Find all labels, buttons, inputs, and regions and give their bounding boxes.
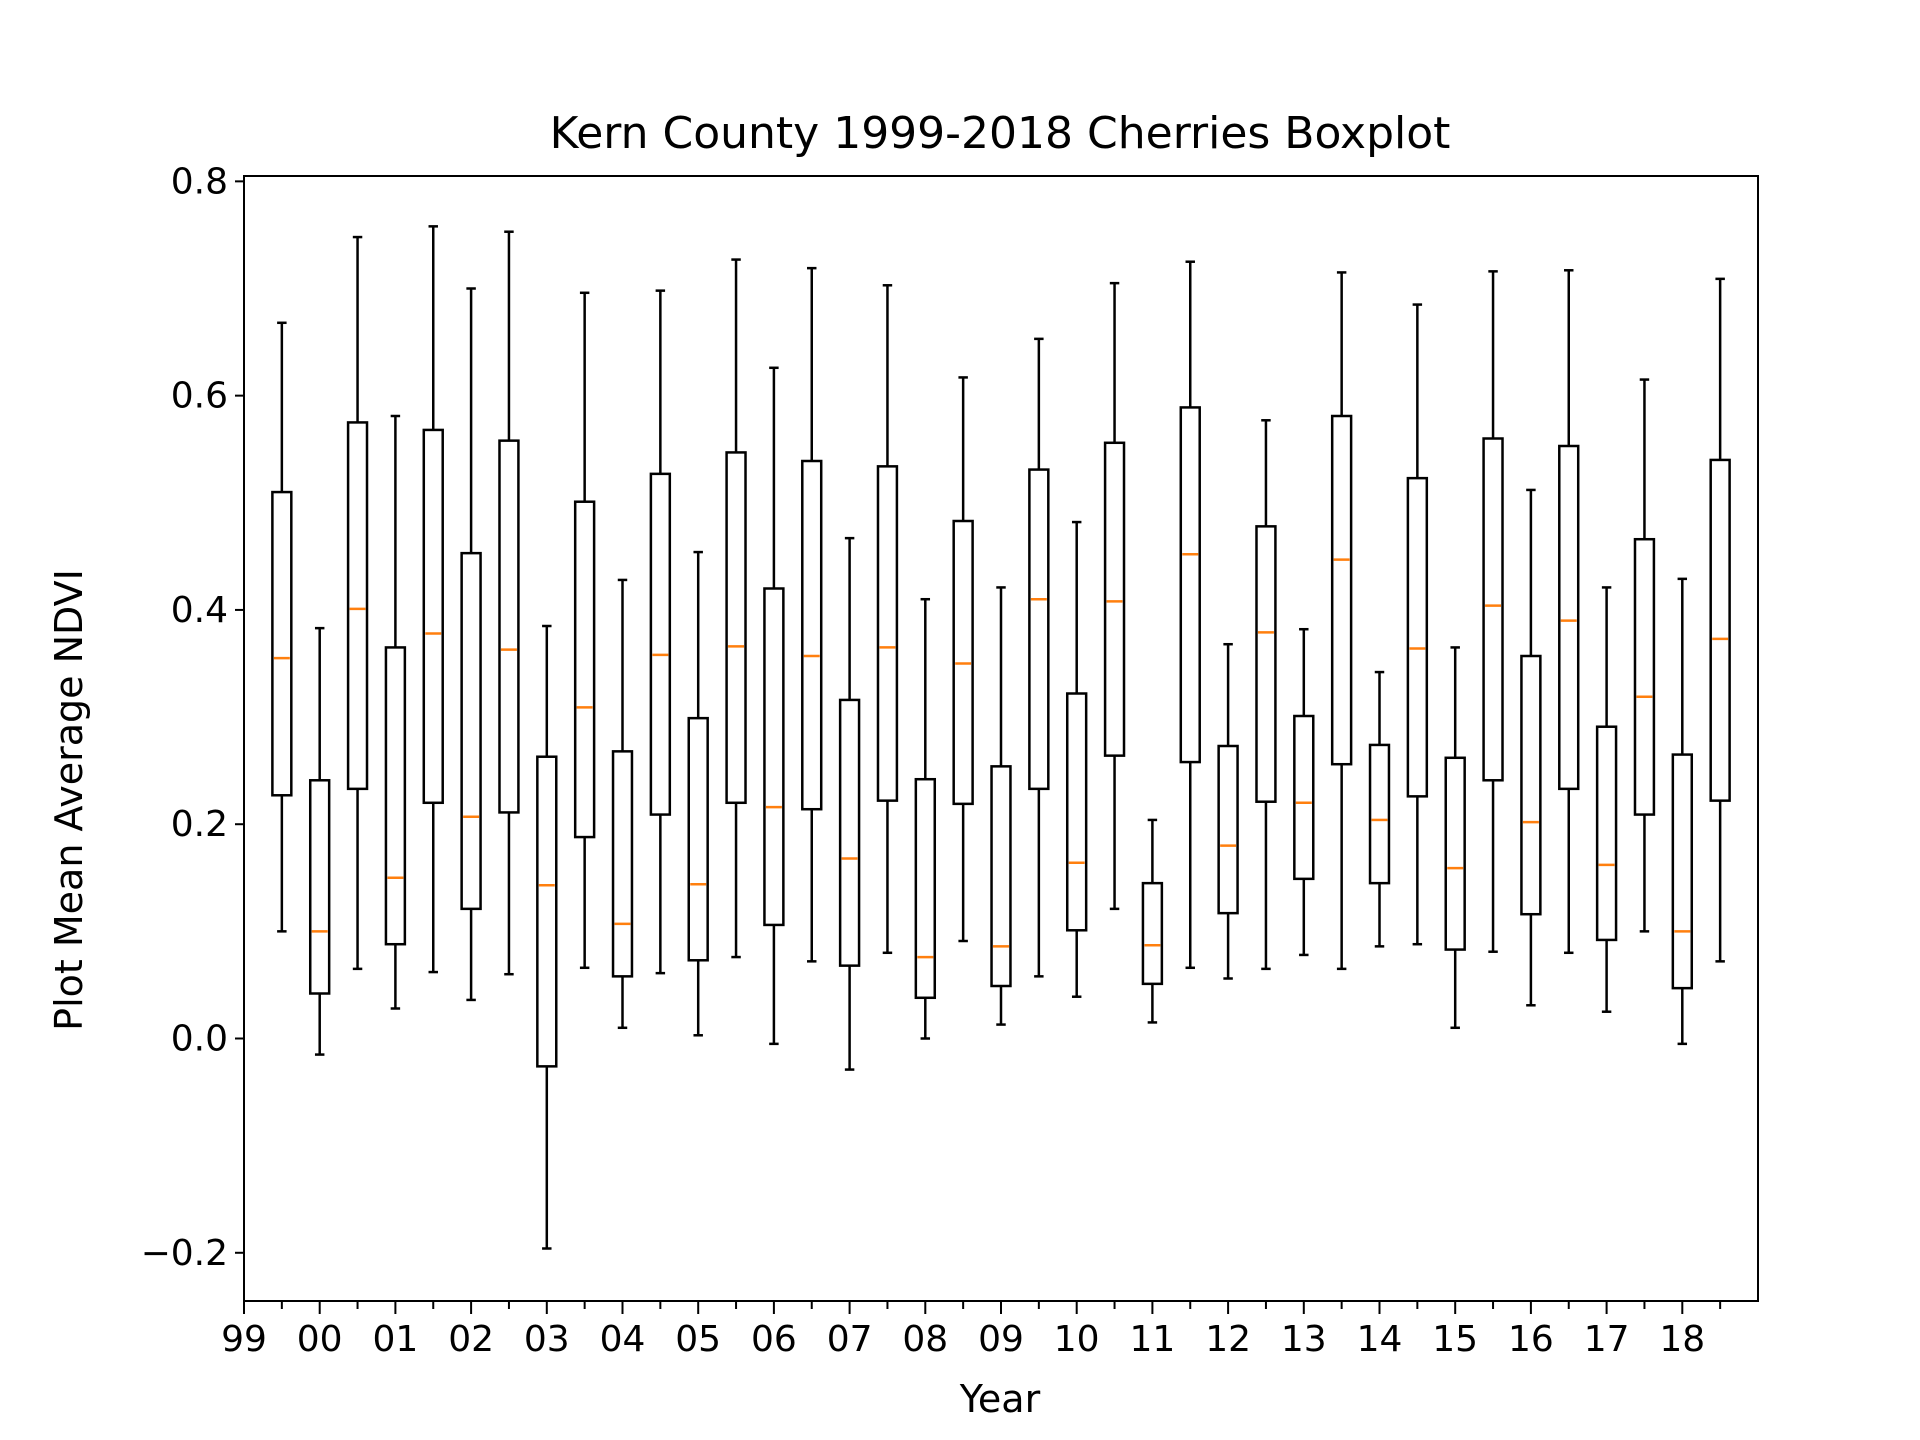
x-tick-label: 13 <box>1281 1319 1327 1360</box>
x-tick-label: 14 <box>1357 1319 1403 1360</box>
box <box>308 779 331 995</box>
x-tick-label: 06 <box>751 1319 797 1360</box>
y-tick-label: 0.0 <box>171 1019 228 1060</box>
y-tick-label: 0.6 <box>171 376 228 417</box>
box <box>838 698 861 967</box>
x-tick-label: 09 <box>978 1319 1024 1360</box>
box <box>876 465 899 802</box>
box <box>1558 444 1580 791</box>
box <box>1406 476 1429 798</box>
box <box>1633 537 1656 816</box>
y-tick-label: 0.2 <box>171 804 228 845</box>
box <box>460 551 482 911</box>
box <box>271 490 293 797</box>
box <box>952 519 974 806</box>
x-tick-label: 12 <box>1205 1319 1251 1360</box>
x-tick-label: 07 <box>827 1319 873 1360</box>
y-axis-label: Plot Mean Average NDVI <box>47 569 91 1031</box>
chart-title: Kern County 1999-2018 Cherries Boxplot <box>550 108 1451 159</box>
box <box>914 777 937 1000</box>
y-tick-label: −0.2 <box>141 1233 228 1274</box>
box <box>1330 414 1353 766</box>
box <box>1179 406 1201 764</box>
box <box>725 451 747 805</box>
box <box>1444 756 1466 951</box>
box <box>346 421 369 791</box>
box <box>536 755 558 1068</box>
x-tick-label: 16 <box>1508 1319 1554 1360</box>
box <box>422 428 444 805</box>
x-tick-label: 11 <box>1129 1319 1175 1360</box>
box <box>1028 468 1050 791</box>
x-tick-label: 18 <box>1659 1319 1705 1360</box>
box <box>763 587 785 927</box>
box <box>1671 753 1694 990</box>
box <box>1217 744 1239 915</box>
box <box>611 750 634 978</box>
box <box>1368 743 1391 885</box>
box <box>1595 725 1618 942</box>
x-tick-label: 10 <box>1054 1319 1100 1360</box>
box <box>1520 654 1542 916</box>
x-axis-label: Year <box>959 1377 1041 1421</box>
box <box>649 472 672 816</box>
x-tick-label: 04 <box>600 1319 646 1360</box>
plot-area: −0.2 0.0 0.2 0.4 0.6 0.8 99 00 01 02 03 04 05 06 07 08 0… <box>141 161 1759 1360</box>
x-tick-label: 01 <box>372 1319 418 1360</box>
box <box>990 765 1012 988</box>
x-tick-label: 99 <box>221 1319 267 1360</box>
x-tick-label: 02 <box>448 1319 494 1360</box>
box <box>1065 692 1088 932</box>
box <box>498 439 520 814</box>
box <box>1293 714 1315 881</box>
box <box>1709 458 1731 802</box>
x-tick-label: 00 <box>297 1319 343 1360</box>
box <box>1255 525 1277 803</box>
box <box>573 500 596 839</box>
x-tick-label: 15 <box>1432 1319 1478 1360</box>
y-tick-label: 0.8 <box>171 161 228 202</box>
box <box>1103 441 1126 757</box>
x-tick-label: 03 <box>524 1319 570 1360</box>
box <box>384 646 407 946</box>
x-tick-label: 08 <box>902 1319 948 1360</box>
box <box>687 716 709 962</box>
y-tick-label: 0.4 <box>171 590 228 631</box>
x-tick-label: 17 <box>1584 1319 1630 1360</box>
box <box>1141 881 1164 986</box>
box <box>1482 437 1504 782</box>
x-tick-label: 05 <box>675 1319 721 1360</box>
box <box>801 459 823 811</box>
